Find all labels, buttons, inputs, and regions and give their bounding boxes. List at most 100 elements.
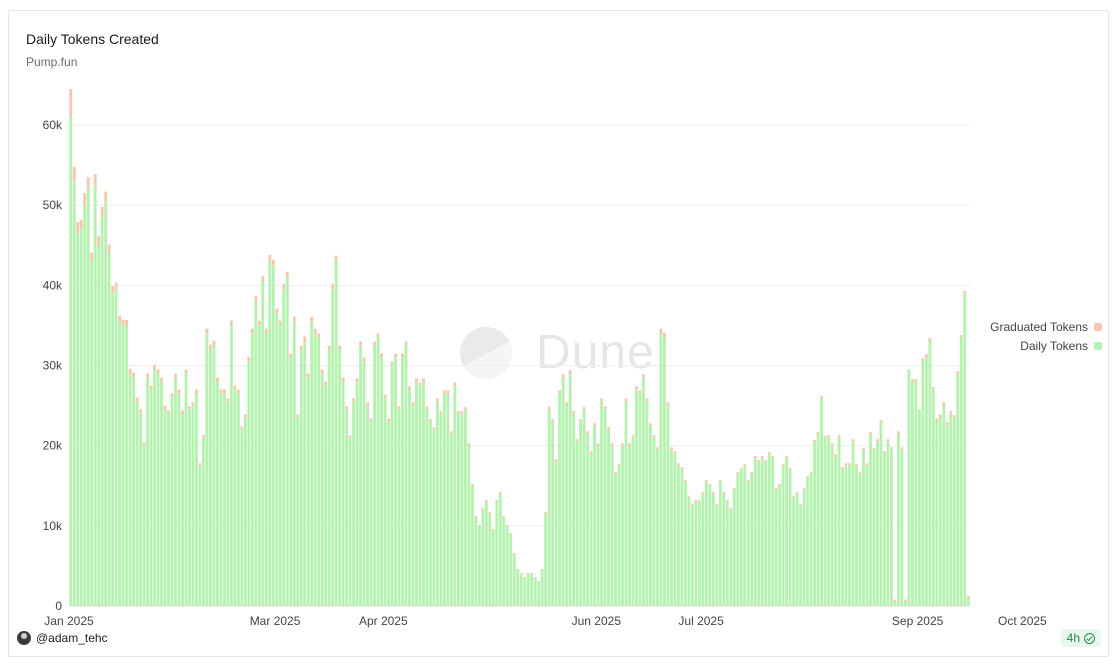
legend-item-graduated[interactable]: Graduated Tokens — [990, 317, 1102, 336]
bar-graduated-tokens — [240, 426, 244, 430]
y-tick-label: 0 — [55, 599, 62, 613]
bar-graduated-tokens — [795, 492, 799, 494]
bar-daily-tokens — [547, 409, 551, 606]
bar-graduated-tokens — [896, 431, 900, 434]
bar-graduated-tokens — [935, 418, 939, 422]
bar-daily-tokens — [673, 453, 677, 606]
bar-graduated-tokens — [72, 166, 76, 182]
bar-graduated-tokens — [233, 385, 237, 390]
bar-graduated-tokens — [362, 357, 366, 362]
bar-graduated-tokens — [195, 389, 198, 394]
bar-daily-tokens — [79, 229, 83, 606]
bar-daily-tokens — [107, 253, 111, 607]
bar-daily-tokens — [624, 401, 628, 606]
bar-graduated-tokens — [408, 386, 411, 390]
bar-graduated-tokens — [837, 435, 841, 438]
bar-graduated-tokens — [86, 177, 90, 190]
bar-graduated-tokens — [502, 516, 506, 518]
author[interactable]: @adam_tehc — [17, 631, 108, 645]
bar-daily-tokens — [72, 181, 76, 606]
bar-graduated-tokens — [533, 577, 537, 578]
bar-graduated-tokens — [135, 397, 139, 402]
bar-graduated-tokens — [813, 440, 817, 442]
bar-graduated-tokens — [338, 345, 342, 350]
bar-graduated-tokens — [952, 415, 956, 418]
bar-daily-tokens — [502, 517, 506, 606]
bar-daily-tokens — [855, 465, 858, 606]
bar-daily-tokens — [456, 413, 460, 606]
bar-daily-tokens — [317, 337, 321, 606]
bar-graduated-tokens — [638, 390, 642, 394]
bar-daily-tokens — [111, 293, 115, 606]
bar-daily-tokens — [530, 573, 534, 606]
bar-daily-tokens — [195, 393, 198, 606]
bar-daily-tokens — [355, 381, 359, 606]
bar-daily-tokens — [540, 569, 544, 606]
bar-daily-tokens — [491, 529, 495, 606]
bar-daily-tokens — [397, 409, 401, 606]
bar-graduated-tokens — [945, 422, 949, 426]
bar-graduated-tokens — [673, 451, 677, 454]
refresh-badge[interactable]: 4h — [1060, 629, 1101, 647]
bar-graduated-tokens — [628, 443, 631, 446]
bar-graduated-tokens — [247, 356, 251, 362]
bar-daily-tokens — [879, 421, 883, 606]
check-circle-icon — [1084, 632, 1095, 644]
bar-daily-tokens — [750, 473, 754, 606]
bar-graduated-tokens — [320, 369, 324, 374]
bar-graduated-tokens — [530, 573, 534, 574]
bar-daily-tokens — [631, 437, 635, 606]
bar-graduated-tokens — [966, 595, 970, 598]
bar-daily-tokens — [610, 445, 614, 606]
bar-graduated-tokens — [694, 500, 698, 502]
bar-daily-tokens — [694, 501, 698, 606]
bar-daily-tokens — [582, 409, 586, 606]
bar-daily-tokens — [167, 413, 170, 606]
bar-daily-tokens — [139, 413, 143, 606]
bar-graduated-tokens — [565, 402, 569, 406]
bar-daily-tokens — [229, 325, 233, 606]
legend-item-daily[interactable]: Daily Tokens — [990, 336, 1102, 355]
bar-daily-tokens — [411, 405, 415, 606]
bar-daily-tokens — [146, 377, 150, 606]
bar-graduated-tokens — [743, 464, 747, 466]
bar-graduated-tokens — [544, 512, 548, 514]
bar-daily-tokens — [247, 361, 251, 606]
bar-graduated-tokens — [104, 191, 108, 202]
bar-daily-tokens — [743, 465, 747, 606]
bar-daily-tokens — [921, 361, 925, 606]
bar-daily-tokens — [844, 465, 848, 606]
bar-graduated-tokens — [586, 431, 590, 434]
bar-daily-tokens — [453, 385, 457, 606]
x-tick-label: Sep 2025 — [892, 614, 944, 628]
bar-graduated-tokens — [903, 599, 907, 602]
bar-graduated-tokens — [198, 463, 202, 466]
bar-graduated-tokens — [268, 254, 272, 262]
bar-graduated-tokens — [788, 468, 792, 470]
bar-daily-tokens — [338, 349, 342, 606]
bar-graduated-tokens — [107, 244, 111, 254]
bar-graduated-tokens — [310, 316, 314, 322]
bar-daily-tokens — [614, 473, 617, 606]
bar-daily-tokens — [516, 569, 520, 606]
bar-daily-tokens — [799, 505, 803, 606]
bar-daily-tokens — [296, 417, 300, 606]
bar-daily-tokens — [376, 337, 380, 606]
bar-graduated-tokens — [432, 427, 436, 430]
bar-daily-tokens — [209, 349, 212, 606]
bar-daily-tokens — [589, 453, 593, 606]
bar-graduated-tokens — [498, 492, 502, 494]
bar-graduated-tokens — [212, 340, 216, 346]
bar-daily-tokens — [526, 573, 530, 606]
bar-daily-tokens — [711, 493, 715, 606]
bar-graduated-tokens — [114, 282, 118, 290]
bar-daily-tokens — [729, 509, 733, 606]
bar-daily-tokens — [956, 373, 960, 606]
bar-daily-tokens — [198, 465, 202, 606]
bar-daily-tokens — [275, 313, 279, 606]
bar-graduated-tokens — [376, 333, 380, 338]
bar-graduated-tokens — [352, 398, 356, 402]
y-tick-label: 10k — [43, 519, 63, 533]
bar-graduated-tokens — [662, 332, 666, 338]
bar-graduated-tokens — [876, 439, 879, 442]
